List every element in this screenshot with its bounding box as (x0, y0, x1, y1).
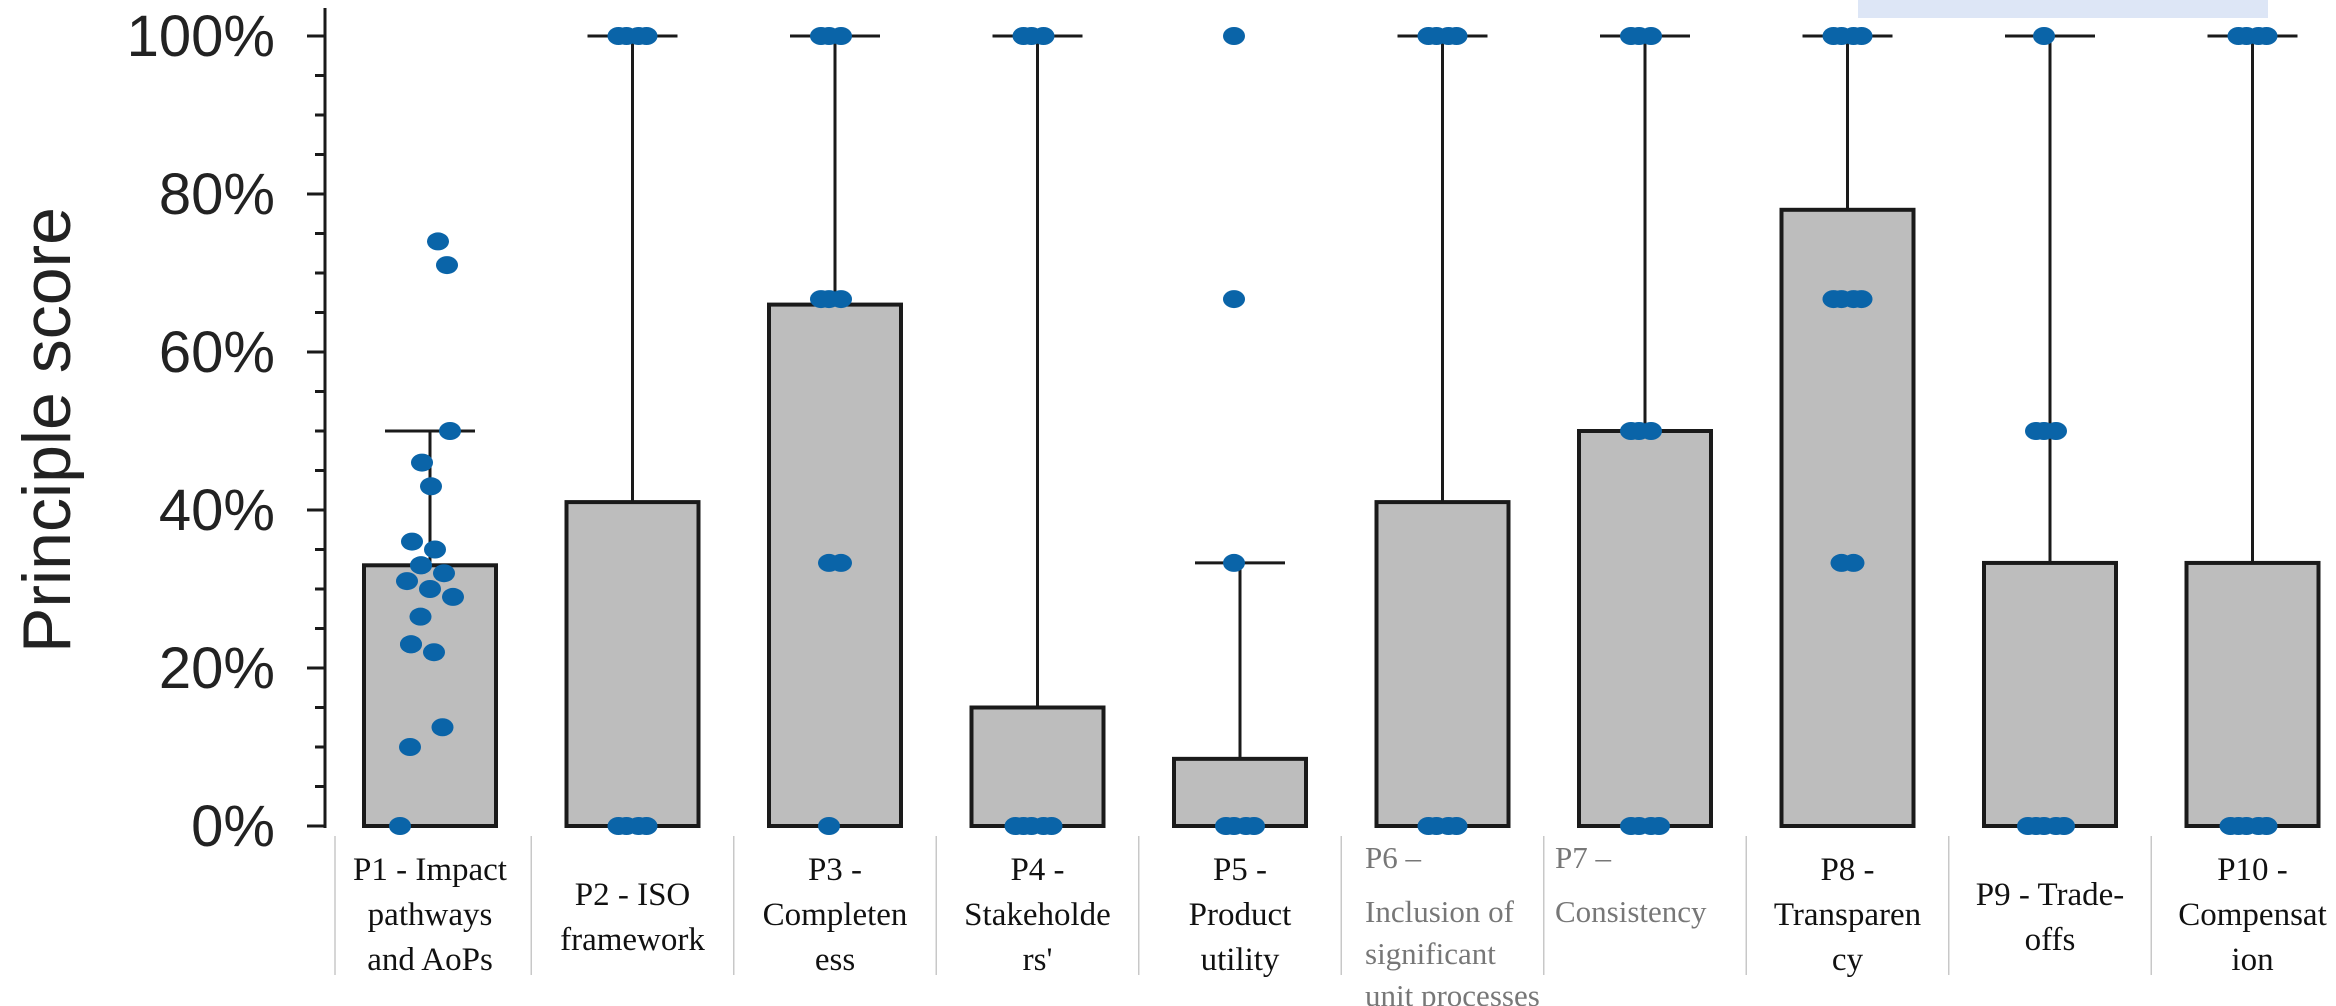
data-point (1822, 290, 1845, 309)
data-point (1223, 27, 1245, 45)
data-point (1012, 27, 1035, 45)
data-point (1215, 817, 1237, 835)
category-label: P4 -Stakeholde rs' (964, 852, 1111, 978)
data-point (810, 27, 832, 45)
data-point (1822, 27, 1845, 45)
y-tick-label: 60% (159, 320, 275, 385)
data-point (818, 817, 840, 835)
data-point (419, 580, 441, 598)
data-point (442, 587, 464, 606)
y-tick-label: 80% (159, 162, 275, 227)
data-point (420, 477, 442, 496)
data-point (400, 635, 422, 654)
data-point (2045, 422, 2067, 440)
category-label: P3 -Completen ess (763, 852, 908, 978)
data-point (431, 718, 454, 737)
category-label: P7 – Consistency (1555, 840, 1707, 929)
highlight-rect (1858, 0, 2268, 18)
data-point (433, 564, 455, 583)
data-point (1223, 290, 1245, 309)
data-point (2255, 817, 2278, 835)
box-bar (564, 500, 701, 828)
data-point (2053, 817, 2075, 835)
y-tick-label: 20% (159, 636, 275, 701)
data-point (1850, 290, 1873, 309)
data-point (1620, 817, 1642, 835)
y-tick-label: 0% (191, 794, 275, 859)
category-label: P10 -Compensat ion (2178, 852, 2326, 978)
data-point (2255, 27, 2278, 45)
data-point (830, 27, 852, 45)
y-tick-label: 40% (159, 478, 275, 543)
data-point (411, 453, 433, 472)
data-point (1417, 27, 1440, 45)
data-point (810, 290, 832, 309)
category-label: P9 - Trade-offs (1976, 877, 2125, 958)
data-point (2219, 817, 2242, 835)
data-point (423, 643, 445, 662)
box-bar (1172, 756, 1308, 828)
category-label: P6 – Inclusion of significant unit processe… (1365, 840, 1540, 1006)
data-point (1243, 817, 1265, 835)
box-bar (969, 705, 1106, 828)
box-bar (362, 563, 498, 828)
data-point (1620, 27, 1642, 45)
data-point (396, 572, 418, 591)
data-point (439, 422, 461, 440)
data-point (401, 532, 423, 551)
data-point (1842, 553, 1865, 572)
data-point (635, 27, 658, 45)
y-axis-label: Principle score (9, 207, 85, 653)
data-point (2017, 817, 2039, 835)
data-point (607, 817, 630, 835)
data-point (1445, 817, 1468, 835)
category-label: P5 -Product utility (1189, 852, 1292, 978)
data-point (1040, 817, 1063, 835)
data-point (1004, 817, 1027, 835)
data-point (409, 607, 432, 626)
data-point (399, 738, 421, 756)
data-point (607, 27, 630, 45)
data-point (830, 290, 852, 309)
data-point (1640, 27, 1662, 45)
category-label: P8 -Transparen cy (1774, 852, 1921, 978)
data-point (1032, 27, 1055, 45)
data-point (436, 256, 458, 275)
box-bar (1374, 500, 1511, 828)
data-point (2227, 27, 2250, 45)
data-point (389, 817, 411, 835)
data-point (1417, 817, 1440, 835)
data-point (635, 817, 658, 835)
data-point (1620, 422, 1642, 440)
data-point (1850, 27, 1873, 45)
category-label: P2 - ISO framework (560, 877, 705, 958)
data-point (427, 232, 449, 251)
category-label: P1 - Impact pathways and AoPs (353, 852, 507, 978)
data-point (830, 553, 852, 572)
box-bar (1577, 429, 1713, 828)
data-point (424, 540, 446, 559)
data-point (1445, 27, 1468, 45)
box-bar (1982, 560, 2118, 828)
y-tick-label: 100% (127, 4, 275, 69)
data-point (1640, 422, 1662, 440)
data-point (410, 556, 432, 575)
box-bar (2184, 560, 2321, 828)
data-point (1648, 817, 1670, 835)
box-bar (1779, 207, 1916, 829)
data-point (2033, 27, 2055, 45)
data-point (1223, 553, 1245, 572)
data-point (2025, 422, 2047, 440)
